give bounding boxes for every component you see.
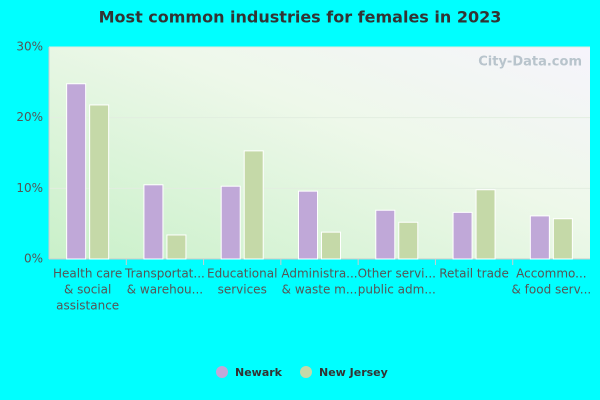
y-tick-label: 10% — [16, 181, 43, 195]
bar — [166, 234, 187, 260]
legend-swatch — [216, 366, 228, 378]
x-tick-label: & social — [64, 283, 111, 297]
x-tick-label: & waste m... — [282, 283, 358, 297]
bar — [475, 189, 496, 260]
y-tick-label: 30% — [16, 40, 43, 54]
x-tick-label: Health care — [53, 267, 122, 281]
x-tick-label: Transportat... — [124, 267, 205, 281]
bar — [321, 231, 341, 260]
plot-area — [49, 47, 590, 259]
x-tick-label: Educational — [207, 267, 277, 281]
x-tick-label: services — [218, 283, 267, 297]
bar — [298, 190, 318, 260]
bar — [398, 221, 419, 260]
x-tick-label: & food serv... — [512, 283, 592, 297]
bar — [552, 218, 573, 260]
x-tick-label: Administra... — [281, 267, 357, 281]
x-tick-label: Retail trade — [439, 267, 509, 281]
x-tick-label: assistance — [56, 299, 119, 313]
x-tick-label: Other servi... — [358, 267, 436, 281]
bar — [66, 83, 87, 260]
legend-swatch — [300, 366, 312, 378]
x-tick-label: Accommo... — [516, 267, 587, 281]
watermark: City-Data.com — [478, 55, 582, 70]
chart-title: Most common industries for females in 20… — [99, 8, 502, 27]
legend-label: Newark — [235, 366, 283, 379]
bar — [220, 185, 241, 260]
legend-label: New Jersey — [319, 366, 388, 379]
bar — [529, 215, 550, 260]
bar — [143, 184, 164, 260]
bar — [89, 104, 110, 260]
bar — [243, 150, 264, 260]
x-tick-label: & warehou... — [127, 283, 203, 297]
bar — [452, 211, 473, 260]
y-tick-label: 0% — [24, 252, 43, 266]
bar — [375, 209, 396, 260]
y-tick-label: 20% — [16, 110, 43, 124]
x-tick-label: public adm... — [358, 283, 436, 297]
